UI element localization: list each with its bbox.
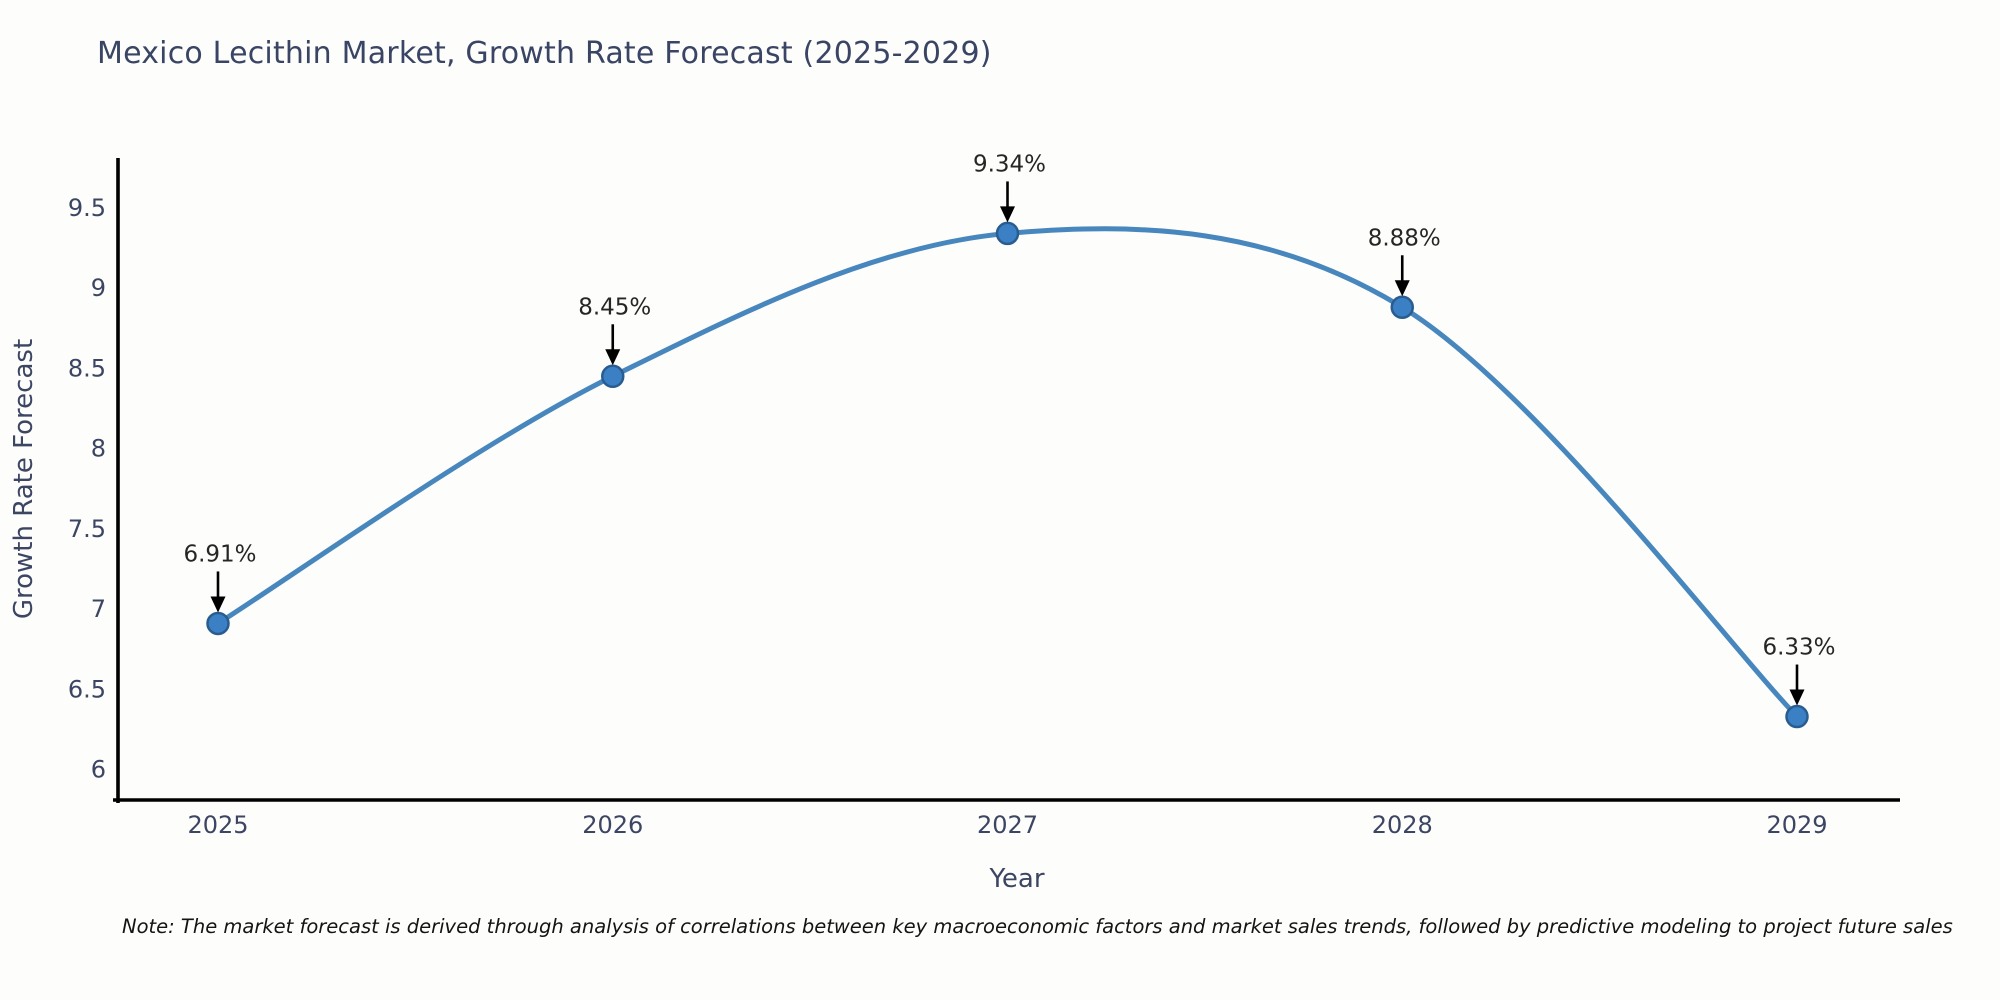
x-tick-label: 2025 xyxy=(187,811,248,839)
annotation-arrow-head xyxy=(1000,206,1015,223)
x-tick-label: 2028 xyxy=(1372,811,1433,839)
data-point-marker xyxy=(206,611,230,636)
y-tick-label: 7 xyxy=(91,595,106,623)
y-tick-label: 8 xyxy=(91,435,106,463)
x-tick-label: 2026 xyxy=(582,811,643,839)
annotation-arrow-head xyxy=(1789,689,1805,706)
annotation-label: 8.88% xyxy=(1368,225,1441,251)
annotation-label: 6.91% xyxy=(183,541,256,567)
annotation-arrow-head xyxy=(605,349,621,366)
y-tick-label: 9.5 xyxy=(68,194,106,222)
data-point-marker xyxy=(601,364,625,389)
chart-title: Mexico Lecithin Market, Growth Rate Fore… xyxy=(97,36,992,71)
annotation-arrow-head xyxy=(1394,280,1410,297)
y-tick-label: 9 xyxy=(91,274,106,302)
x-tick-label: 2027 xyxy=(977,811,1038,839)
footnote: Note: The market forecast is derived thr… xyxy=(122,915,1953,938)
x-axis-label: Year xyxy=(988,864,1044,894)
data-point-marker xyxy=(1390,295,1414,320)
series-line xyxy=(215,226,1800,720)
data-point-marker xyxy=(1785,704,1809,729)
annotation-label: 6.33% xyxy=(1762,635,1835,661)
y-tick-label: 7.5 xyxy=(68,515,106,543)
x-tick-label: 2029 xyxy=(1766,811,1827,839)
annotation-label: 9.34% xyxy=(973,151,1046,177)
annotation-arrow-head xyxy=(210,596,226,613)
y-tick-label: 6 xyxy=(91,756,106,784)
data-point-marker xyxy=(995,221,1020,246)
y-axis-label: Growth Rate Forecast xyxy=(9,339,39,619)
y-tick-label: 8.5 xyxy=(68,354,106,382)
annotation-label: 8.45% xyxy=(578,294,651,320)
y-tick-label: 6.5 xyxy=(68,675,106,703)
